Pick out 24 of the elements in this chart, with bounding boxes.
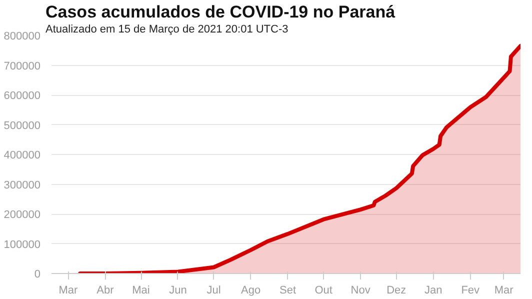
y-tick-label: 0 <box>34 268 41 280</box>
x-tick-label: Jan <box>424 284 442 296</box>
chart-subtitle: Atualizado em 15 de Março de 2021 20:01 UTC-3 <box>46 24 288 36</box>
x-tick-label: Mar <box>494 284 514 296</box>
y-tick-label: 700000 <box>4 60 41 72</box>
x-tick-label: Jul <box>206 284 221 296</box>
y-tick-label: 100000 <box>4 238 41 251</box>
x-tick-label: Out <box>314 284 332 296</box>
y-tick-label: 800000 <box>4 30 41 42</box>
x-tick-label: Fev <box>461 284 480 296</box>
x-tick-label: Nov <box>350 284 371 296</box>
x-tick-label: Mai <box>132 284 150 296</box>
y-tick-label: 600000 <box>4 90 41 102</box>
x-tick-label: Abr <box>96 284 114 296</box>
y-tick-label: 200000 <box>4 209 41 221</box>
y-tick-label: 500000 <box>4 120 41 132</box>
y-tick-label: 400000 <box>4 150 41 162</box>
x-tick-label: Dez <box>386 284 406 296</box>
chart-title: Casos acumulados de COVID-19 no Paraná <box>46 2 396 22</box>
x-tick-label: Ago <box>241 284 261 296</box>
x-tick-label: Jun <box>169 284 187 296</box>
x-tick-label: Mar <box>58 284 78 296</box>
x-tick-label: Set <box>280 284 296 296</box>
y-tick-label: 300000 <box>4 179 41 192</box>
